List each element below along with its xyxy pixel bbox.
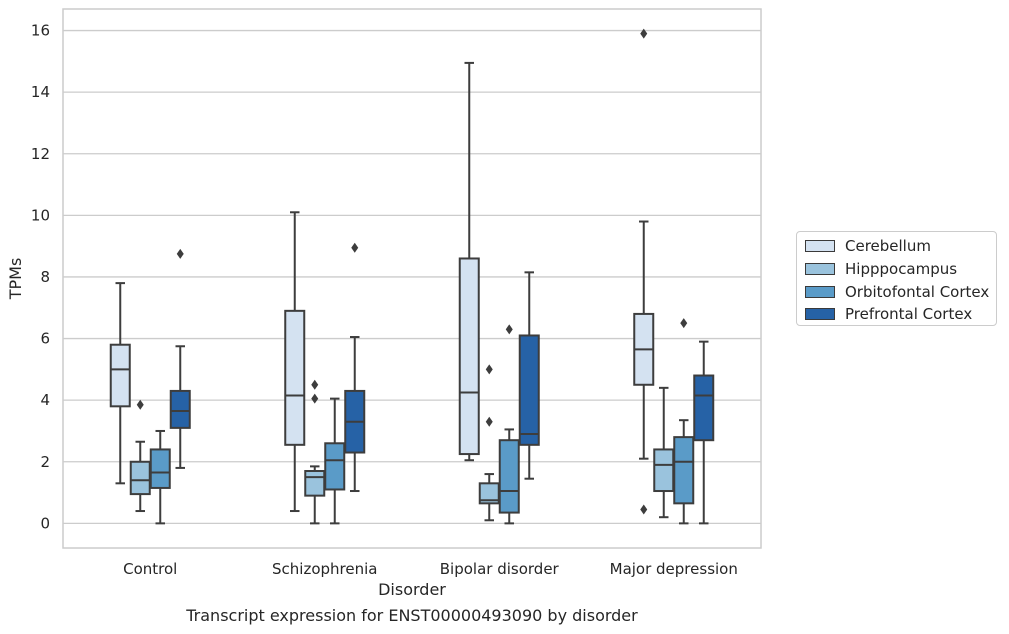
outlier-point: [311, 393, 319, 404]
box-cerebellum: [633, 28, 655, 515]
box-hipppocampus: [129, 399, 151, 513]
box-prefrontal-cortex: [169, 248, 191, 469]
box-iqr: [518, 334, 540, 446]
outlier-point: [176, 248, 184, 259]
legend-label: Hipppocampus: [845, 259, 958, 278]
box-iqr: [653, 448, 675, 493]
outlier-point: [485, 416, 493, 427]
box-cerebellum: [109, 282, 131, 485]
box-iqr: [149, 448, 171, 489]
box-iqr: [324, 442, 346, 491]
box-cerebellum: [284, 211, 306, 513]
box-hipppocampus: [478, 364, 500, 522]
legend-label: Orbitofontal Cortex: [845, 282, 990, 301]
outlier-point: [136, 399, 144, 410]
legend-label: Prefrontal Cortex: [845, 304, 973, 323]
box-orbitofontal-cortex: [149, 429, 171, 525]
box-iqr: [458, 257, 480, 456]
x-tick-label: Control: [123, 560, 177, 578]
box-cerebellum: [458, 61, 480, 462]
legend-label: Cerebellum: [845, 236, 931, 255]
y-tick-label: 12: [31, 145, 50, 163]
x-tick-label: Schizophrenia: [272, 560, 377, 578]
outlier-point: [485, 364, 493, 375]
box-iqr: [498, 439, 520, 514]
x-tick-labels: Control Schizophrenia Bipolar disorder Majo…: [123, 560, 738, 578]
legend-swatch-orbitofontal-cortex: [805, 285, 835, 298]
legend-swatch-cerebellum: [805, 239, 835, 252]
box-orbitofontal-cortex: [673, 318, 695, 525]
box-iqr: [693, 374, 715, 442]
y-tick-label: 0: [40, 514, 50, 532]
legend-item-cerebellum: Cerebellum: [805, 236, 931, 255]
y-tick-label: 6: [40, 330, 50, 348]
box-iqr: [673, 436, 695, 505]
y-tick-label: 8: [40, 268, 50, 286]
y-axis-title: TPMs: [6, 258, 25, 301]
box-prefrontal-cortex: [344, 242, 366, 493]
outlier-point: [311, 379, 319, 390]
outlier-point: [640, 28, 648, 39]
chart-caption: Transcript expression for ENST0000049309…: [186, 606, 638, 625]
box-prefrontal-cortex: [693, 340, 715, 525]
box-orbitofontal-cortex: [498, 324, 520, 525]
box-iqr: [304, 470, 326, 497]
box-iqr: [109, 343, 131, 408]
outlier-point: [505, 324, 513, 335]
legend-item-prefrontal-cortex: Prefrontal Cortex: [805, 304, 973, 323]
x-tick-label: Major depression: [610, 560, 738, 578]
legend: Cerebellum Hipppocampus Orbitofontal Cor…: [796, 231, 997, 326]
legend-item-orbitofontal-cortex: Orbitofontal Cortex: [805, 282, 990, 301]
y-tick-label: 4: [40, 391, 50, 409]
legend-item-hipppocampus: Hipppocampus: [805, 259, 958, 278]
box-orbitofontal-cortex: [324, 397, 346, 525]
box-hipppocampus: [304, 379, 326, 525]
outlier-point: [640, 504, 648, 515]
box-iqr: [169, 389, 191, 429]
outlier-point: [351, 242, 359, 253]
y-tick-label: 14: [31, 83, 50, 101]
box-hipppocampus: [653, 386, 675, 519]
box-iqr: [129, 460, 151, 496]
x-axis-title: Disorder: [378, 580, 446, 599]
legend-swatch-prefrontal-cortex: [805, 307, 835, 320]
box-prefrontal-cortex: [518, 271, 540, 480]
y-tick-labels: 0 2 4 6 8 10 12 14 16: [31, 22, 50, 533]
outlier-point: [680, 318, 688, 329]
legend-swatch-hipppocampus: [805, 262, 835, 275]
box-iqr: [284, 309, 306, 446]
y-tick-label: 2: [40, 453, 50, 471]
y-tick-label: 10: [31, 206, 50, 224]
boxes-layer: [109, 28, 715, 525]
x-tick-label: Bipolar disorder: [440, 560, 560, 578]
plot-area-frame: [62, 8, 762, 549]
y-tick-label: 16: [31, 22, 50, 40]
